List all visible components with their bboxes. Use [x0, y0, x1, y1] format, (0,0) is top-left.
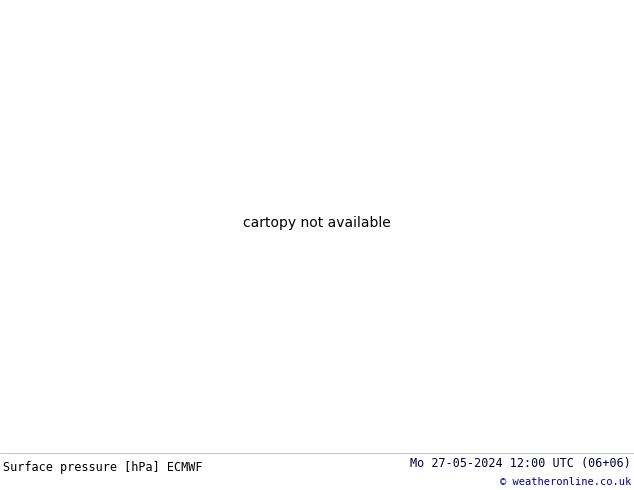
Text: Mo 27-05-2024 12:00 UTC (06+06): Mo 27-05-2024 12:00 UTC (06+06) — [410, 457, 631, 470]
Text: Surface pressure [hPa] ECMWF: Surface pressure [hPa] ECMWF — [3, 461, 203, 474]
Text: © weatheronline.co.uk: © weatheronline.co.uk — [500, 477, 631, 487]
Text: cartopy not available: cartopy not available — [243, 216, 391, 230]
